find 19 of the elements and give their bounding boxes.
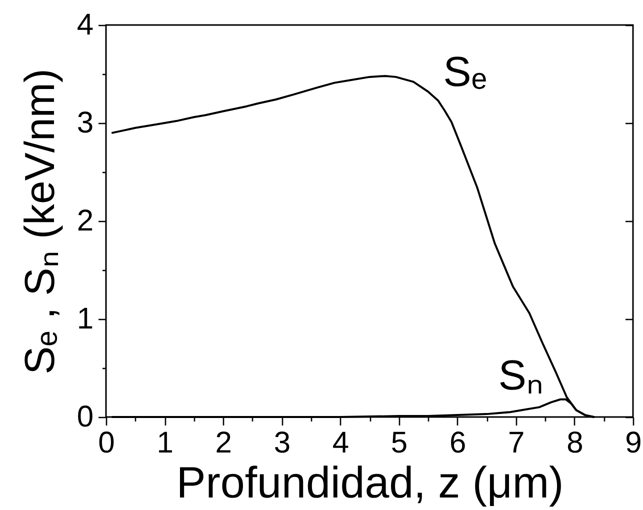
y-tick-label: 1 — [76, 302, 94, 336]
y-tick-label: 3 — [76, 106, 94, 140]
x-tick-label: 7 — [508, 426, 525, 460]
x-tick-label: 0 — [98, 426, 115, 460]
series-label: Sₙ — [498, 351, 544, 398]
x-tick-label: 5 — [390, 426, 408, 460]
series-label: Sₑ — [443, 48, 487, 95]
x-axis-title: Profundidad, z (μm) — [176, 458, 564, 508]
y-tick-label: 2 — [76, 204, 94, 238]
x-tick-label: 3 — [274, 426, 291, 460]
x-tick-label: 9 — [625, 426, 642, 460]
x-tick-label: 8 — [566, 426, 584, 460]
x-tick-label: 1 — [156, 426, 174, 460]
x-tick-label: 6 — [449, 426, 466, 460]
x-tick-label: 2 — [215, 426, 232, 460]
y-tick-label: 0 — [76, 400, 94, 434]
y-axis-title: Sₑ , Sₙ (keV/nm) — [16, 68, 63, 374]
y-tick-label: 4 — [76, 8, 94, 42]
x-tick-label: 4 — [332, 426, 350, 460]
